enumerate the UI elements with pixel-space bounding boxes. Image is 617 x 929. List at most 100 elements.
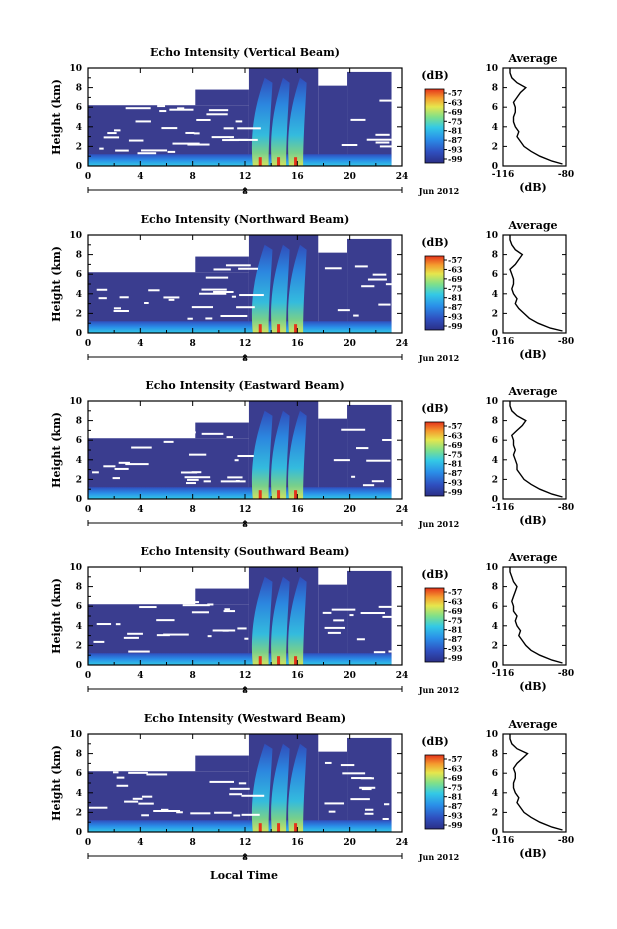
data-gap	[341, 428, 366, 431]
data-gap	[227, 476, 243, 479]
data-gap	[93, 640, 105, 643]
profile-x-label: (dB)	[519, 181, 546, 194]
data-gap	[207, 603, 214, 606]
data-gap	[385, 283, 392, 286]
data-gap	[333, 619, 345, 622]
echo-region-night	[347, 737, 392, 832]
x-tick-label: 20	[343, 172, 356, 182]
data-gap	[196, 118, 211, 121]
data-gap	[366, 459, 391, 462]
profile-x-tick-label: -116	[492, 836, 515, 846]
data-gap	[375, 133, 390, 136]
data-gap	[96, 623, 112, 626]
data-gap	[179, 601, 199, 604]
data-gap	[153, 810, 181, 813]
data-gap	[168, 97, 173, 100]
profile-y-tick-label: 2	[492, 808, 498, 818]
data-gap	[364, 812, 374, 815]
data-gap	[176, 811, 183, 814]
profile-y-tick-label: 8	[492, 84, 498, 94]
profile-y-tick-label: 4	[492, 123, 498, 133]
profile-y-tick-label: 4	[492, 456, 498, 466]
data-gap	[378, 303, 391, 306]
colorbar-tick-label: -69	[448, 440, 463, 450]
colorbar-tick-label: -69	[448, 107, 463, 117]
x-tick-label: 4	[137, 339, 143, 349]
x-tick-label: 0	[85, 172, 91, 182]
date-label: Jun 2012	[418, 519, 459, 529]
data-gap	[159, 110, 167, 113]
x-tick-label: 12	[239, 838, 252, 848]
data-gap	[229, 793, 243, 796]
x-tick-label: 4	[137, 172, 143, 182]
y-tick-label: 0	[76, 329, 82, 339]
data-gap	[378, 605, 392, 608]
y-axis-label: Height (km)	[50, 79, 63, 155]
data-gap	[148, 289, 160, 292]
profile-x-tick-label: -116	[492, 170, 515, 180]
colorbar-tick-label: -93	[448, 312, 463, 322]
data-gap	[119, 296, 129, 299]
x-tick-label: 8	[190, 671, 196, 681]
data-gap	[341, 144, 358, 147]
profile-title: Average	[507, 219, 557, 232]
colorbar-tick-label: -93	[448, 145, 463, 155]
profile-x-tick-label: -80	[558, 836, 574, 846]
y-tick-label: 8	[76, 583, 82, 593]
data-gap	[379, 145, 392, 148]
x-tick-label: 24	[396, 505, 409, 515]
data-gap	[167, 150, 176, 153]
data-gap	[141, 814, 149, 817]
data-gap	[137, 152, 157, 155]
colorbar-tick-label: -93	[448, 811, 463, 821]
x-tick-label: 12	[239, 671, 252, 681]
data-gap	[333, 459, 350, 462]
storm-plume	[251, 77, 273, 166]
data-gap	[359, 786, 376, 789]
core-peak	[258, 157, 262, 166]
core-peak	[294, 823, 298, 832]
colorbar-tick-label: -81	[448, 792, 462, 802]
panel-title: Echo Intensity (Northward Beam)	[141, 213, 350, 226]
profile-y-tick-label: 10	[485, 64, 498, 74]
colorbar-tick-label: -63	[448, 430, 463, 440]
x-axis-label: Local Time	[210, 869, 278, 882]
profile-y-tick-label: 2	[492, 309, 498, 319]
date-label: Jun 2012	[418, 685, 459, 695]
x-tick-label: 20	[343, 671, 356, 681]
x-tick-label: 24	[396, 339, 409, 349]
data-gap	[103, 465, 116, 468]
data-gap	[241, 813, 260, 816]
data-gap	[351, 475, 356, 478]
day-marker: 8	[242, 186, 248, 196]
data-gap	[220, 314, 248, 317]
heatmap	[88, 567, 392, 665]
data-gap	[235, 479, 240, 482]
data-gap	[322, 611, 332, 614]
data-gap	[168, 298, 175, 301]
colorbar-unit: (dB)	[421, 236, 448, 249]
data-gap	[223, 610, 236, 613]
data-gap	[238, 267, 258, 270]
profile-line	[509, 401, 563, 498]
y-axis-label: Height (km)	[50, 246, 63, 322]
data-gap	[113, 307, 121, 310]
profile-frame	[502, 67, 567, 167]
echo-region-night	[347, 404, 392, 499]
data-gap	[331, 608, 356, 611]
y-tick-label: 10	[69, 563, 82, 573]
y-axis-label: Height (km)	[50, 578, 63, 654]
y-tick-label: 10	[69, 730, 82, 740]
profile-y-tick-label: 0	[492, 495, 498, 505]
heatmap	[88, 68, 392, 166]
data-gap	[138, 802, 154, 805]
heatmap	[88, 401, 392, 499]
y-tick-label: 6	[76, 103, 82, 113]
data-gap	[201, 288, 227, 291]
data-gap	[349, 614, 354, 617]
colorbar-tick-label: -99	[448, 820, 463, 830]
data-gap	[163, 296, 180, 299]
data-gap	[233, 814, 241, 817]
